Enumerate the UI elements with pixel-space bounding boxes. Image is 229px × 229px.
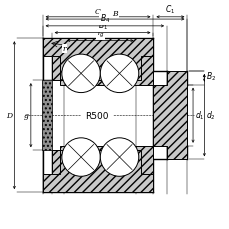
Polygon shape: [52, 151, 59, 174]
Text: $B_2$: $B_2$: [205, 70, 215, 82]
Text: B: B: [112, 11, 117, 18]
Text: $d_2$: $d_2$: [205, 109, 215, 122]
Text: $l_g$: $l_g$: [96, 27, 104, 40]
Circle shape: [100, 138, 138, 177]
Polygon shape: [153, 72, 187, 160]
Text: R500: R500: [85, 111, 108, 120]
Text: $B_1$: $B_1$: [97, 19, 107, 32]
Circle shape: [62, 55, 100, 93]
Bar: [42, 81, 52, 151]
Text: $C_1$: $C_1$: [165, 3, 175, 16]
Text: r: r: [62, 45, 66, 53]
Text: D: D: [6, 112, 12, 120]
Polygon shape: [42, 151, 153, 192]
Text: $B_4$: $B_4$: [99, 13, 109, 25]
Polygon shape: [52, 57, 59, 81]
Text: g: g: [24, 112, 29, 120]
Polygon shape: [59, 57, 153, 85]
Polygon shape: [59, 146, 153, 174]
Text: C: C: [95, 8, 101, 16]
Circle shape: [100, 55, 138, 93]
Text: $d_1$: $d_1$: [194, 109, 204, 122]
Circle shape: [62, 138, 100, 177]
Polygon shape: [42, 39, 153, 81]
